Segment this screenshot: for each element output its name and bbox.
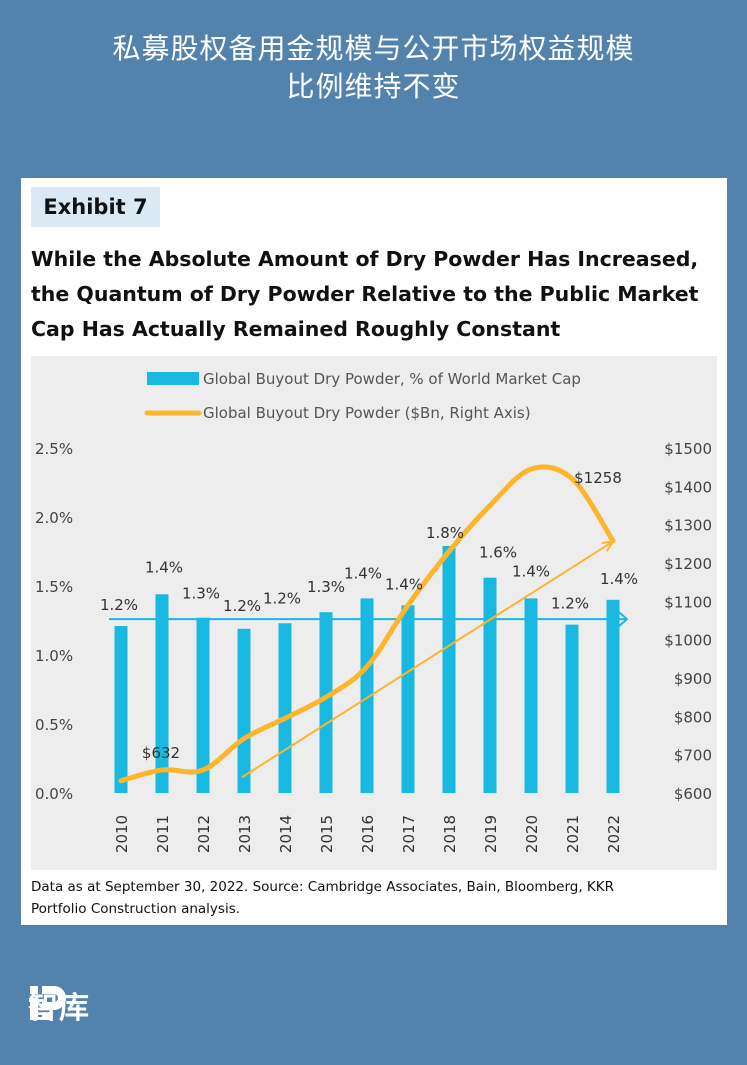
page-title-line-1: 私募股权备用金规模与公开市场权益规模	[112, 32, 635, 65]
right-axis-tick-label: $800	[674, 708, 712, 726]
bar-data-label: 1.2%	[263, 589, 301, 607]
dry-powder-line	[118, 464, 616, 784]
left-axis-tick-label: 0.5%	[35, 716, 73, 734]
right-axis-tick-label: $1500	[664, 440, 712, 458]
bar-data-label: 1.3%	[182, 585, 220, 603]
bar	[196, 617, 210, 793]
bar-data-label: 1.4%	[344, 564, 382, 582]
flat-trend-arrowhead	[617, 610, 629, 628]
right-axis-tick-label: $1400	[664, 478, 712, 496]
right-axis-tick-label: $1100	[664, 593, 712, 611]
bar-data-label: 1.4%	[600, 570, 638, 588]
left-axis-tick-label: 2.0%	[35, 509, 73, 527]
left-axis-tick-label: 2.5%	[35, 440, 73, 458]
source-footnote: Data as at September 30, 2022. Source: C…	[31, 876, 721, 920]
bar	[483, 577, 497, 793]
bar-data-label: 1.4%	[145, 558, 183, 576]
brand-watermark: 智库	[28, 980, 90, 1030]
x-axis-tick-label: 2014	[277, 815, 295, 853]
bar-data-label: 1.8%	[426, 524, 464, 542]
exhibit-headline: While the Absolute Amount of Dry Powder …	[31, 242, 721, 347]
footnote-line-2: Portfolio Construction analysis.	[31, 901, 241, 917]
dry-powder-chart: Global Buyout Dry Powder, % of World Mar…	[35, 370, 712, 853]
x-axis-tick-label: 2018	[441, 815, 459, 853]
bar-data-label: 1.3%	[307, 578, 345, 596]
x-axis-tick-label: 2022	[605, 815, 623, 853]
page-title: 私募股权备用金规模与公开市场权益规模 比例维持不变	[0, 30, 747, 106]
page-title-line-2: 比例维持不变	[286, 70, 461, 103]
line-data-label: $1258	[574, 469, 622, 487]
headline-line-3: Cap Has Actually Remained Roughly Consta…	[31, 317, 561, 341]
x-axis-tick-label: 2019	[482, 815, 500, 853]
rising-trend-arrowhead	[601, 540, 615, 552]
bar-data-label: 1.2%	[100, 596, 138, 614]
bar	[524, 598, 538, 793]
right-axis-tick-label: $1200	[664, 555, 712, 573]
bar-data-label: 1.4%	[385, 575, 423, 593]
right-axis-tick-label: $900	[674, 670, 712, 688]
bar	[319, 612, 333, 793]
bar	[360, 598, 374, 793]
x-axis-tick-label: 2016	[359, 815, 377, 853]
x-axis-tick-label: 2017	[400, 815, 418, 853]
left-axis-tick-label: 1.0%	[35, 647, 73, 665]
legend-label-bar: Global Buyout Dry Powder, % of World Mar…	[203, 370, 581, 388]
bar	[278, 623, 292, 793]
left-axis-tick-label: 1.5%	[35, 578, 73, 596]
bar-data-label: 1.4%	[512, 562, 550, 580]
x-axis-tick-label: 2020	[523, 815, 541, 853]
headline-line-1: While the Absolute Amount of Dry Powder …	[31, 247, 699, 271]
x-axis-tick-label: 2015	[318, 815, 336, 853]
zhiku-logo-icon	[30, 986, 66, 1020]
x-axis-tick-label: 2021	[564, 815, 582, 853]
x-axis-tick-label: 2012	[195, 815, 213, 853]
right-axis-tick-label: $1300	[664, 517, 712, 535]
legend-swatch-bar	[147, 372, 199, 385]
x-axis-tick-label: 2011	[154, 815, 172, 853]
bar	[155, 594, 169, 793]
left-axis-tick-label: 0.0%	[35, 785, 73, 803]
bar	[237, 628, 251, 793]
bar	[606, 599, 620, 793]
x-axis-tick-label: 2010	[113, 815, 131, 853]
line-data-label: $632	[142, 744, 180, 762]
headline-line-2: the Quantum of Dry Powder Relative to th…	[31, 282, 699, 306]
bar	[114, 626, 128, 793]
chart-area: Global Buyout Dry Powder, % of World Mar…	[31, 356, 717, 870]
legend-label-line: Global Buyout Dry Powder ($Bn, Right Axi…	[203, 404, 531, 422]
exhibit-label: Exhibit 7	[31, 187, 160, 227]
right-axis-tick-label: $700	[674, 747, 712, 765]
bar-data-label: 1.6%	[479, 544, 517, 562]
exhibit-card: Exhibit 7 While the Absolute Amount of D…	[21, 178, 727, 925]
x-axis-tick-label: 2013	[236, 815, 254, 853]
bar	[401, 605, 415, 793]
rising-trend-arrow	[241, 540, 614, 779]
bar-data-label: 1.2%	[223, 597, 261, 615]
footnote-line-1: Data as at September 30, 2022. Source: C…	[31, 879, 615, 895]
bar-data-label: 1.2%	[551, 595, 589, 613]
bar	[442, 545, 456, 793]
bar	[565, 624, 579, 793]
right-axis-tick-label: $600	[674, 785, 712, 803]
right-axis-tick-label: $1000	[664, 632, 712, 650]
